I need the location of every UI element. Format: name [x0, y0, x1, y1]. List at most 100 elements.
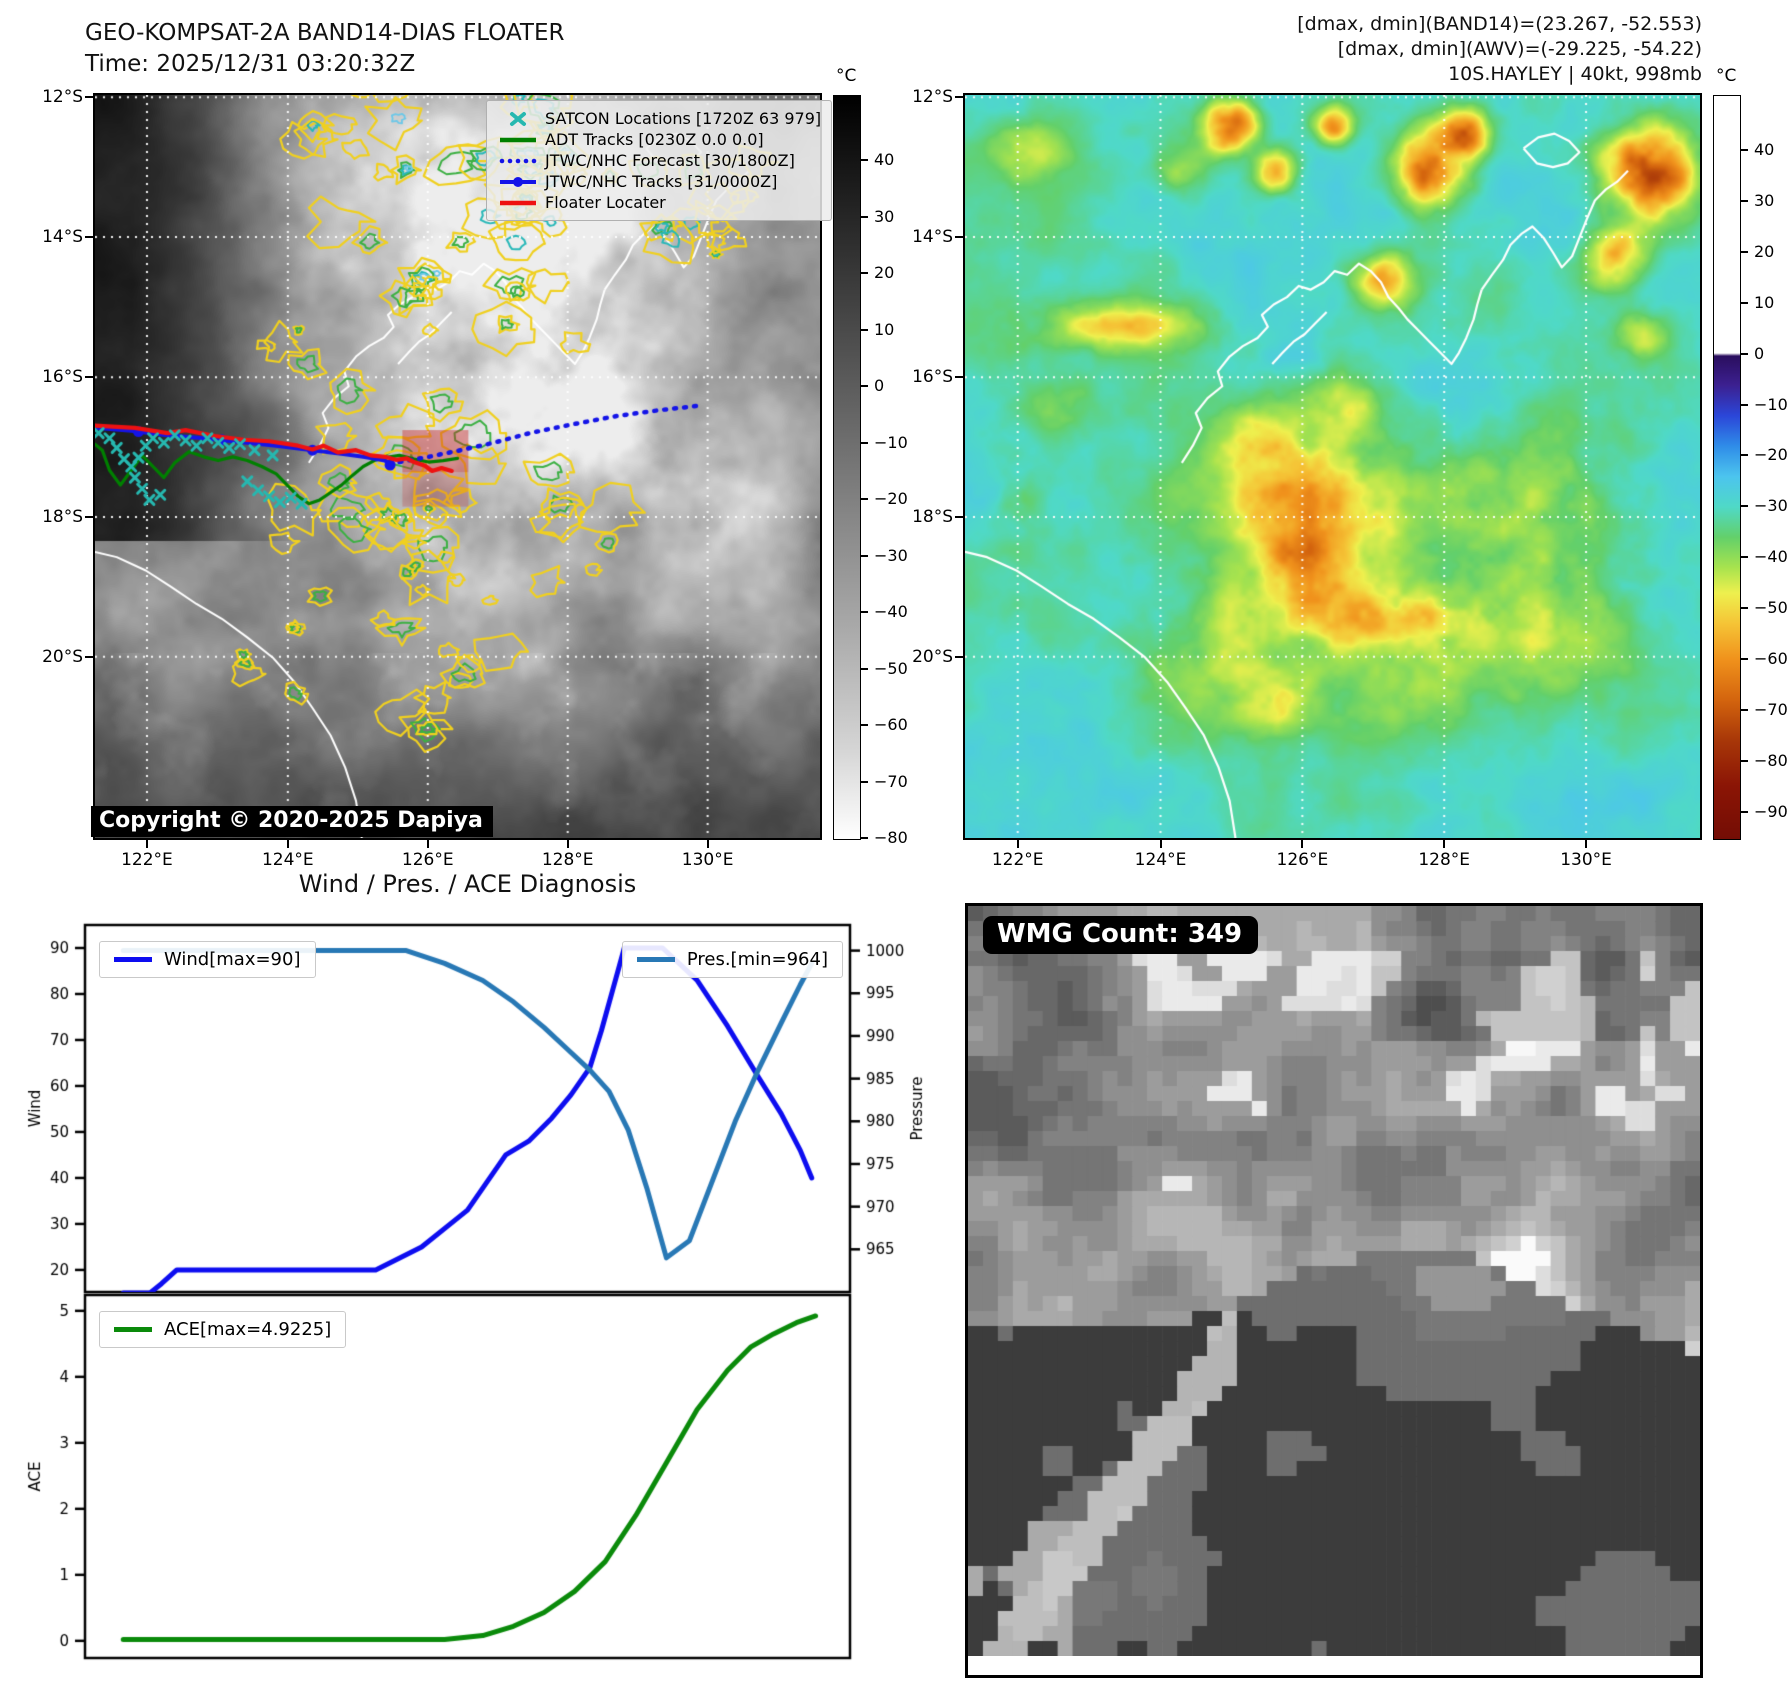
band14-colorbar-tick — [860, 328, 868, 331]
legend-item-label: ADT Tracks [0230Z 0.0 0.0] — [545, 130, 764, 149]
band14-x-tick — [706, 840, 709, 848]
band14-colorbar-label: −70 — [874, 771, 908, 791]
band14-y-tick-label: 14°S — [42, 226, 83, 247]
band14-title: GEO-KOMPSAT-2A BAND14-DIAS FLOATER — [85, 20, 565, 46]
awv-colorbar-label: −30 — [1754, 496, 1788, 516]
band14-x-tick — [145, 840, 148, 848]
band14-x-tick-label: 130°E — [681, 850, 734, 870]
band14-colorbar-label: −10 — [874, 432, 908, 452]
band14-y-tick — [85, 235, 93, 238]
storm-info-block: [dmax, dmin](BAND14)=(23.267, -52.553) [… — [1297, 12, 1702, 87]
solid-line-icon — [495, 199, 541, 207]
awv-colorbar-label: −20 — [1754, 445, 1788, 465]
band14-y-tick-label: 20°S — [42, 646, 83, 667]
band14-colorbar-tick — [860, 385, 868, 387]
awv-map-frame — [963, 93, 1702, 840]
dmax-dmin-band14: [dmax, dmin](BAND14)=(23.267, -52.553) — [1297, 13, 1702, 35]
awv-colorbar-tick — [1740, 607, 1748, 610]
band14-colorbar — [833, 95, 861, 840]
awv-colorbar-label: −10 — [1754, 394, 1788, 414]
legend-item[interactable]: JTWC/NHC Forecast [30/1800Z] — [495, 150, 821, 171]
pres-legend[interactable]: Pres.[min=964] — [621, 941, 843, 978]
legend-item[interactable]: SATCON Locations [1720Z 63 979] — [495, 108, 821, 129]
awv-colorbar-tick — [1740, 708, 1748, 711]
ace-legend[interactable]: ACE[max=4.9225] — [99, 1311, 347, 1348]
band14-colorbar-label: −80 — [874, 828, 908, 847]
wmg-count-badge: WMG Count: 349 — [983, 916, 1259, 954]
awv-map-canvas[interactable] — [965, 95, 1700, 838]
awv-colorbar-tick — [1740, 810, 1748, 813]
awv-colorbar-tick — [1740, 759, 1748, 762]
wind-line-swatch-icon — [114, 957, 152, 962]
awv-colorbar-tick — [1740, 199, 1748, 202]
awv-y-tick-label: 14°S — [912, 226, 953, 247]
awv-x-tick-label: 130°E — [1560, 850, 1612, 870]
band14-x-tick-label: 124°E — [261, 850, 314, 870]
awv-colorbar-tick — [1740, 658, 1748, 660]
awv-colorbar-label: −60 — [1754, 649, 1788, 668]
wmg-pixel-canvas[interactable] — [968, 906, 1700, 1656]
band14-colorbar-label: −60 — [874, 715, 908, 734]
legend-item-label: Floater Locater — [545, 193, 666, 212]
band14-colorbar-unit: °C — [836, 66, 857, 86]
band14-x-tick-label: 128°E — [541, 850, 594, 870]
awv-x-tick-label: 124°E — [1134, 850, 1187, 870]
band14-y-tick — [85, 376, 93, 379]
band14-colorbar-tick — [860, 611, 868, 613]
band14-colorbar-label: 10 — [874, 319, 895, 339]
satcon-x-icon — [495, 111, 541, 127]
awv-colorbar-unit: °C — [1716, 66, 1737, 86]
awv-colorbar-tick — [1740, 403, 1748, 406]
band14-colorbar-tick — [860, 554, 868, 557]
band14-y-tick-label: 12°S — [42, 87, 83, 108]
legend-item-label: JTWC/NHC Tracks [31/0000Z] — [545, 172, 778, 191]
awv-colorbar-tick — [1740, 505, 1748, 508]
awv-colorbar — [1713, 95, 1741, 840]
awv-y-tick-label: 12°S — [912, 87, 953, 108]
awv-x-tick — [1585, 840, 1588, 848]
awv-x-tick — [1016, 840, 1019, 848]
ace-line-swatch-icon — [114, 1327, 152, 1332]
awv-y-tick — [955, 376, 963, 379]
awv-colorbar-tick — [1740, 250, 1748, 253]
band14-colorbar-label: 0 — [874, 376, 885, 395]
dotted-line-icon — [495, 157, 541, 165]
band14-colorbar-tick — [860, 837, 868, 839]
band14-y-tick-label: 16°S — [42, 367, 83, 388]
awv-colorbar-label: −90 — [1754, 801, 1788, 821]
awv-colorbar-label: 20 — [1754, 241, 1775, 261]
band14-x-tick — [566, 840, 569, 848]
wind-legend[interactable]: Wind[max=90] — [99, 941, 316, 978]
band14-x-tick-label: 126°E — [401, 850, 454, 870]
legend-item-label: JTWC/NHC Forecast [30/1800Z] — [545, 151, 795, 170]
legend-item[interactable]: JTWC/NHC Tracks [31/0000Z] — [495, 171, 821, 192]
awv-colorbar-label: −40 — [1754, 547, 1788, 567]
ace-legend-label: ACE[max=4.9225] — [164, 1319, 332, 1340]
legend-item[interactable]: ADT Tracks [0230Z 0.0 0.0] — [495, 129, 821, 150]
band14-colorbar-tick — [860, 215, 868, 218]
band14-y-tick — [85, 655, 93, 658]
awv-colorbar-label: −80 — [1754, 750, 1788, 770]
awv-colorbar-label: −50 — [1754, 598, 1788, 618]
awv-colorbar-tick — [1740, 454, 1748, 457]
solid-line-icon — [495, 136, 541, 144]
awv-y-tick — [955, 516, 963, 519]
copyright-badge: Copyright © 2020-2025 Dapiya — [91, 806, 493, 837]
awv-x-tick-label: 122°E — [991, 850, 1044, 870]
band14-colorbar-label: 20 — [874, 263, 895, 282]
band14-title-block: GEO-KOMPSAT-2A BAND14-DIAS FLOATER Time:… — [85, 18, 565, 80]
awv-colorbar-label: 30 — [1754, 190, 1775, 210]
band14-colorbar-label: −30 — [874, 545, 908, 565]
band14-colorbar-tick — [860, 498, 868, 500]
pres-line-swatch-icon — [636, 957, 675, 962]
band14-colorbar-tick — [860, 724, 868, 726]
diagnosis-chart-canvas[interactable] — [15, 860, 950, 1680]
legend-item[interactable]: Floater Locater — [495, 192, 821, 213]
awv-x-tick-label: 128°E — [1418, 850, 1471, 870]
awv-y-tick — [955, 235, 963, 238]
band14-y-tick-label: 18°S — [42, 507, 83, 528]
awv-colorbar-tick — [1740, 352, 1748, 355]
band14-colorbar-tick — [860, 667, 868, 670]
legend-item-label: SATCON Locations [1720Z 63 979] — [545, 109, 822, 128]
